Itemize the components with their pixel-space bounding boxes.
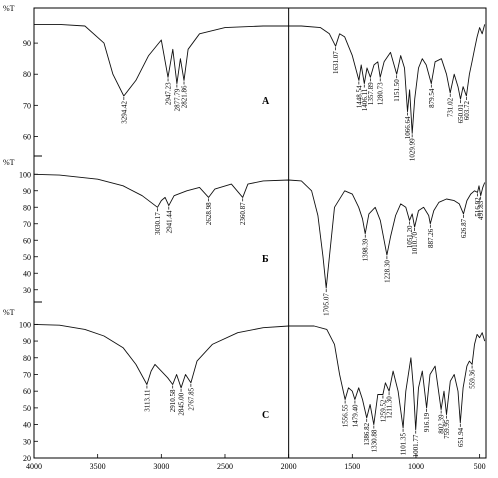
peak-label: 887.26 [427, 228, 435, 248]
peak-label: 3030.17 [154, 212, 162, 235]
y-tick-label: 40 [23, 421, 31, 430]
peak-label: 2767.85 [187, 387, 195, 410]
x-tick-label: 1000 [408, 462, 424, 471]
peak-label: 1051.20 [406, 225, 414, 248]
peak-label: 3294.42 [120, 100, 128, 123]
y-tick-label: 70 [23, 370, 31, 379]
x-tick-label: 2500 [217, 462, 233, 471]
peak-label: 1330.88 [370, 429, 378, 452]
y-tick-label: 20 [23, 454, 31, 463]
x-tick-label: 1500 [344, 462, 360, 471]
peak-label: 516.92 [474, 197, 482, 217]
peak-label: 759.95 [443, 419, 451, 439]
peak-label: 651.94 [457, 427, 465, 447]
peak-label: 3113.11 [143, 389, 151, 412]
plot-frame [33, 7, 487, 459]
peak-label: 1101.35 [400, 432, 408, 455]
y-tick-label: 30 [23, 286, 31, 295]
peak-label: 1280.73 [377, 82, 385, 105]
peak-label: 1479.40 [351, 404, 359, 427]
x-axis: 4000 3500 3000 2500 2000 1500 1000 500 [26, 454, 486, 471]
peak-label: 802.39 [438, 414, 446, 434]
peak-label: 1448.54 [355, 85, 363, 108]
y-tick-label: 90 [23, 187, 31, 196]
y-tick-label: 60 [23, 236, 31, 245]
y-tick-label: 70 [23, 101, 31, 110]
peak-label: 1066.64 [404, 116, 412, 139]
peak-label: 1357.89 [367, 82, 375, 105]
peak-label: 559.36 [469, 369, 477, 389]
peak-label: 491.83 [477, 200, 485, 220]
peak-label: 1406.11 [361, 88, 369, 111]
peak-label: 1029.99 [409, 138, 417, 161]
y-tick-label: 90 [23, 337, 31, 346]
peak-label: 879.54 [428, 88, 436, 108]
peak-label: 2628.98 [205, 202, 213, 225]
peak-label: 2877.79 [173, 88, 181, 111]
y-tick-label: 60 [23, 387, 31, 396]
peak-label: 1211.30 [386, 396, 394, 419]
y-tick-label: 100 [19, 320, 31, 329]
peak-label: 2941.44 [165, 210, 173, 233]
spectrum-panel: %T 30 40 50 60 70 80 90 100 3030.17 2941.44 2628.98… [3, 158, 485, 316]
x-tick-label: 500 [474, 462, 486, 471]
y-tick-label: 80 [23, 70, 31, 79]
peak-label: 1398.39 [362, 238, 370, 261]
panel-letter: Б [262, 254, 269, 265]
peak-label: 2360.87 [239, 202, 247, 225]
y-tick-label: 30 [23, 437, 31, 446]
y-tick-label: 40 [23, 269, 31, 278]
peak-label: 650.01 [457, 104, 465, 124]
peak-label: 2845.00 [178, 392, 186, 415]
spectrum-panel: %T 60 70 80 90 3294.42 2947.23 2877.79 2821.86 16… [3, 4, 486, 161]
peak-label: 1705.07 [323, 293, 331, 316]
y-tick-label: 90 [23, 39, 31, 48]
peak-label: 2947.23 [165, 82, 173, 105]
spectrum-panel: %T 20 30 40 50 60 70 80 90 100 3113.11 2910.58 2845.… [3, 308, 486, 463]
peak-label: 1010.70 [411, 232, 419, 255]
peak-label: 916.19 [423, 412, 431, 432]
x-tick-label: 4000 [26, 462, 42, 471]
y-tick-label: 100 [19, 170, 31, 179]
panel-letter: C [262, 410, 269, 421]
y-tick-label: 50 [23, 404, 31, 413]
y-tick-label: 70 [23, 220, 31, 229]
peak-label: 731.02 [447, 97, 455, 117]
peak-label: 1228.30 [383, 260, 391, 283]
y-tick-label: 80 [23, 203, 31, 212]
x-tick-label: 3500 [90, 462, 106, 471]
y-unit-label: %T [3, 308, 15, 317]
peak-label: 2910.58 [169, 389, 177, 412]
peak-label: 1259.52 [379, 399, 387, 422]
y-tick-label: 50 [23, 253, 31, 262]
x-tick-label: 3000 [153, 462, 169, 471]
x-tick-label: 2000 [281, 462, 297, 471]
peak-label: 1151.50 [393, 79, 401, 102]
y-unit-label: %T [3, 4, 15, 13]
y-tick-label: 80 [23, 354, 31, 363]
peak-label: 1556.55 [342, 404, 350, 427]
spectrum-trace [33, 173, 486, 289]
spectrum-trace [34, 23, 486, 134]
peak-label: 626.87 [460, 218, 468, 238]
peak-label: 2821.86 [181, 85, 189, 108]
panels-layer: %T 60 70 80 90 3294.42 2947.23 2877.79 2821.86 16… [3, 4, 485, 463]
peak-label: 1386.82 [363, 422, 371, 445]
spectrum-trace [33, 323, 486, 431]
peak-label: 1631.07 [332, 51, 340, 74]
y-tick-label: 60 [23, 132, 31, 141]
y-unit-label: %T [3, 158, 15, 167]
peak-label: 603.72 [463, 101, 471, 121]
peak-label: 1001.77 [412, 434, 420, 457]
panel-letter: A [262, 96, 270, 107]
